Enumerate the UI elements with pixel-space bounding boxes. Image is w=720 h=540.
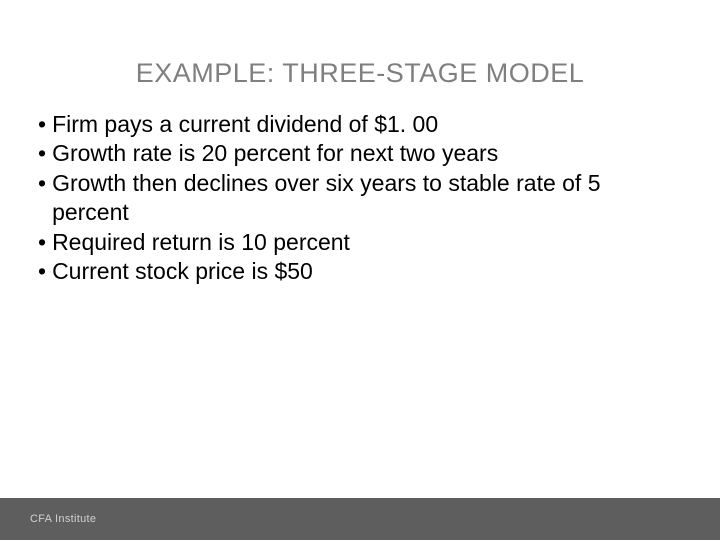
bullet-text: Current stock price is $50 [52,257,682,286]
list-item: • Growth rate is 20 percent for next two… [38,139,682,168]
footer-bar: CFA Institute [0,498,720,540]
list-item: • Growth then declines over six years to… [38,169,682,228]
bullet-text: Required return is 10 percent [52,228,682,257]
bullet-text: Firm pays a current dividend of $1. 00 [52,110,682,139]
bullet-icon: • [38,228,52,257]
slide-container: EXAMPLE: THREE-STAGE MODEL • Firm pays a… [0,0,720,540]
footer-brand: CFA Institute [30,513,96,525]
bullet-text: Growth rate is 20 percent for next two y… [52,139,682,168]
slide-title: EXAMPLE: THREE-STAGE MODEL [0,58,720,89]
list-item: • Required return is 10 percent [38,228,682,257]
list-item: • Current stock price is $50 [38,257,682,286]
bullet-icon: • [38,110,52,139]
bullet-icon: • [38,139,52,168]
list-item: • Firm pays a current dividend of $1. 00 [38,110,682,139]
bullet-icon: • [38,169,52,198]
bullet-text: Growth then declines over six years to s… [52,169,682,228]
bullet-list: • Firm pays a current dividend of $1. 00… [38,110,682,287]
bullet-icon: • [38,257,52,286]
